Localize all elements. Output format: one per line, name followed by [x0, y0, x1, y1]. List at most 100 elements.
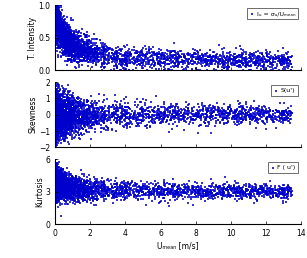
Point [56, 194, 61, 198]
Point [89, 41, 94, 45]
Point [54, 108, 59, 112]
Point [82, 53, 87, 57]
Point [103, 109, 107, 113]
Point [68, 111, 73, 115]
Point [68, 181, 73, 185]
Point [63, 178, 68, 182]
Point [269, 114, 274, 118]
Point [55, 183, 60, 187]
Point [69, 106, 74, 110]
Point [55, 101, 60, 105]
Point [224, 193, 229, 197]
Point [60, 29, 64, 33]
Point [78, 52, 83, 56]
Point [99, 194, 104, 198]
Point [59, 35, 64, 39]
Point [168, 114, 173, 118]
Point [165, 58, 169, 62]
Point [83, 195, 88, 199]
Point [65, 31, 70, 35]
Point [63, 113, 68, 117]
Point [56, 115, 60, 119]
Point [53, 3, 58, 7]
Point [155, 60, 160, 64]
Point [99, 184, 104, 188]
Point [57, 24, 62, 28]
Point [213, 112, 218, 117]
Point [280, 63, 285, 68]
Point [77, 39, 82, 44]
Point [84, 115, 89, 119]
Point [186, 189, 191, 194]
Point [55, 6, 60, 10]
Point [198, 60, 203, 64]
Point [284, 57, 289, 61]
Point [59, 114, 64, 118]
Point [73, 176, 78, 181]
Point [107, 116, 112, 120]
Point [122, 118, 127, 122]
Point [68, 190, 72, 195]
Point [62, 37, 67, 41]
Point [111, 52, 116, 56]
Point [58, 109, 63, 113]
Point [58, 112, 63, 116]
Point [76, 121, 81, 125]
Point [64, 186, 69, 190]
Point [208, 113, 213, 117]
Point [55, 114, 60, 118]
Point [67, 183, 72, 188]
Point [266, 187, 271, 191]
Point [153, 53, 158, 57]
Point [87, 48, 92, 52]
Point [68, 193, 73, 197]
Point [161, 118, 165, 122]
Point [137, 189, 142, 194]
Point [58, 35, 63, 39]
Point [78, 44, 83, 48]
Point [59, 174, 64, 178]
Point [70, 109, 75, 113]
Point [252, 99, 257, 103]
Point [100, 192, 105, 197]
Point [56, 181, 61, 185]
Point [67, 36, 72, 40]
Point [58, 87, 63, 91]
Point [133, 59, 138, 63]
Point [56, 25, 60, 29]
Point [89, 44, 94, 48]
Point [77, 186, 82, 190]
Point [66, 108, 71, 112]
Point [76, 52, 81, 56]
Point [65, 41, 70, 45]
Point [85, 188, 90, 192]
Point [54, 21, 59, 25]
Point [95, 53, 100, 58]
Point [65, 198, 70, 203]
Point [125, 184, 130, 188]
Point [66, 203, 71, 207]
Point [128, 50, 133, 54]
Point [138, 118, 143, 122]
Point [58, 111, 63, 116]
Point [57, 107, 62, 111]
Point [78, 119, 83, 123]
Point [128, 191, 133, 195]
Point [54, 19, 59, 23]
Point [219, 68, 224, 72]
Point [125, 110, 130, 115]
Point [81, 48, 86, 52]
Point [56, 176, 60, 181]
Point [86, 187, 91, 191]
Point [203, 111, 208, 116]
Point [58, 31, 63, 35]
Point [269, 118, 274, 122]
Point [232, 112, 237, 116]
Point [154, 183, 158, 187]
Point [173, 50, 177, 54]
Point [55, 194, 60, 198]
Point [60, 99, 65, 103]
Point [54, 116, 59, 120]
Point [217, 43, 222, 47]
Point [251, 117, 256, 121]
